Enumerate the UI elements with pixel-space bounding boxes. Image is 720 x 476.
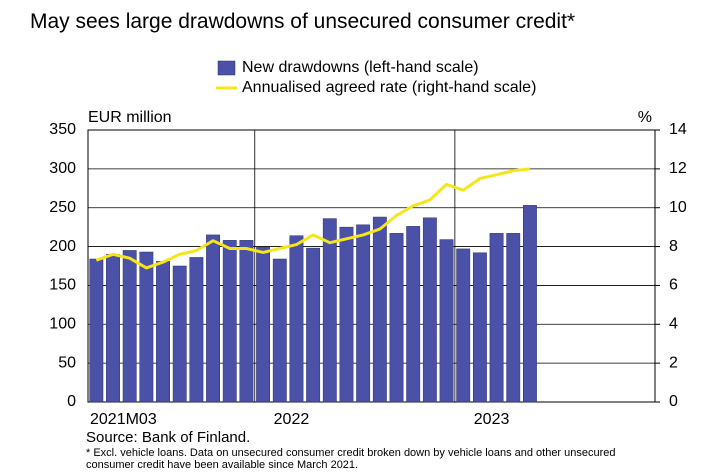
y-tick-label: 350 bbox=[49, 121, 76, 138]
bar bbox=[372, 216, 387, 403]
bar bbox=[172, 265, 187, 403]
bar bbox=[106, 254, 120, 403]
y-axis-label: EUR million bbox=[88, 109, 172, 126]
y2-tick-label: 10 bbox=[669, 199, 687, 216]
y2-tick-label: 12 bbox=[669, 160, 687, 177]
footnote: * Excl. vehicle loans. Data on unsecured… bbox=[86, 447, 616, 459]
bar bbox=[139, 251, 154, 403]
y-tick-label: 0 bbox=[67, 393, 76, 410]
chart-title: May sees large drawdowns of unsecured co… bbox=[30, 10, 575, 33]
bar bbox=[456, 248, 471, 403]
bar bbox=[489, 233, 504, 403]
y2-tick-label: 0 bbox=[669, 393, 678, 410]
bar bbox=[222, 240, 237, 403]
x-tick-label: 2021M03 bbox=[90, 411, 157, 428]
bar bbox=[472, 252, 487, 403]
bar bbox=[156, 261, 170, 403]
bar bbox=[239, 240, 254, 403]
bar bbox=[406, 226, 421, 403]
bar bbox=[523, 205, 537, 403]
bar bbox=[306, 247, 321, 403]
y-tick-label: 50 bbox=[58, 354, 76, 371]
y-tick-label: 300 bbox=[49, 160, 76, 177]
bar bbox=[356, 224, 371, 403]
y2-tick-label: 8 bbox=[669, 238, 678, 255]
y2-axis-label: % bbox=[638, 109, 652, 126]
y2-tick-label: 4 bbox=[669, 316, 678, 333]
legend-label: Annualised agreed rate (right-hand scale… bbox=[242, 79, 536, 96]
bar bbox=[272, 258, 287, 403]
y2-tick-label: 14 bbox=[669, 121, 687, 138]
legend-label: New drawdowns (left-hand scale) bbox=[242, 59, 479, 76]
y2-tick-label: 6 bbox=[669, 277, 678, 294]
x-tick-label: 2023 bbox=[474, 411, 510, 428]
legend-swatch bbox=[217, 60, 236, 76]
source: Source: Bank of Finland. bbox=[86, 429, 250, 446]
bar bbox=[439, 239, 454, 403]
bar bbox=[256, 247, 271, 403]
bar bbox=[339, 226, 354, 403]
bar bbox=[122, 250, 137, 403]
y-tick-label: 150 bbox=[49, 277, 76, 294]
y-tick-label: 200 bbox=[49, 238, 76, 255]
y-tick-label: 100 bbox=[49, 316, 76, 333]
bar bbox=[322, 218, 337, 403]
bar bbox=[189, 257, 204, 403]
line bbox=[95, 167, 531, 270]
y2-tick-label: 2 bbox=[669, 354, 678, 371]
x-tick-label: 2022 bbox=[274, 411, 310, 428]
footnote: consumer credit have been available sinc… bbox=[86, 459, 358, 471]
bar bbox=[206, 234, 220, 403]
bar bbox=[422, 217, 437, 403]
y-tick-label: 250 bbox=[49, 199, 76, 216]
bar bbox=[89, 258, 104, 403]
bar bbox=[389, 233, 404, 403]
bar bbox=[506, 233, 521, 403]
bar bbox=[289, 235, 304, 403]
plot-frame bbox=[87, 129, 656, 403]
